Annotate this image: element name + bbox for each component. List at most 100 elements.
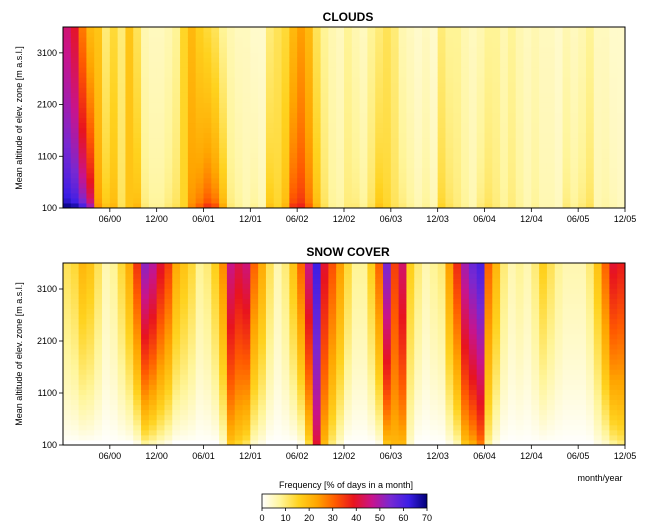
heatmap-cell bbox=[63, 328, 72, 335]
heatmap-cell bbox=[476, 187, 485, 194]
heatmap-cell bbox=[273, 197, 283, 204]
heatmap-cell bbox=[570, 102, 579, 108]
heatmap-cell bbox=[312, 187, 322, 194]
heatmap-cell bbox=[468, 429, 478, 436]
heatmap-cell bbox=[445, 323, 454, 330]
heatmap-cell bbox=[617, 92, 626, 98]
heatmap-cell bbox=[523, 298, 532, 304]
heatmap-cell bbox=[570, 354, 579, 360]
heatmap-cell bbox=[601, 142, 610, 149]
heatmap-cell bbox=[406, 132, 415, 139]
heatmap-cell bbox=[265, 77, 275, 83]
heatmap-cell bbox=[406, 172, 415, 179]
heatmap-cell bbox=[109, 384, 119, 390]
heatmap-cell bbox=[546, 293, 556, 299]
heatmap-cell bbox=[328, 147, 337, 154]
heatmap-cell bbox=[554, 82, 564, 88]
heatmap-cell bbox=[148, 187, 158, 194]
heatmap-cell bbox=[500, 429, 509, 436]
heatmap-cell bbox=[172, 404, 181, 411]
heatmap-cell bbox=[500, 112, 509, 118]
heatmap-cell bbox=[429, 439, 439, 446]
heatmap-cell bbox=[78, 32, 87, 38]
heatmap-cell bbox=[500, 157, 509, 164]
heatmap-cell bbox=[156, 333, 165, 340]
heatmap-cell bbox=[492, 308, 501, 315]
heatmap-cell bbox=[78, 308, 87, 315]
heatmap-cell bbox=[195, 343, 204, 350]
heatmap-cell bbox=[289, 293, 298, 299]
heatmap-cell bbox=[507, 374, 517, 380]
heatmap-cell bbox=[375, 318, 384, 325]
heatmap-cell bbox=[203, 404, 212, 411]
heatmap-cell bbox=[406, 429, 415, 436]
heatmap-cell bbox=[141, 142, 150, 149]
heatmap-cell bbox=[102, 192, 111, 199]
heatmap-cell bbox=[203, 328, 212, 335]
heatmap-cell bbox=[390, 328, 400, 335]
heatmap-cell bbox=[273, 87, 283, 93]
heatmap-cell bbox=[211, 142, 220, 149]
heatmap-cell bbox=[141, 414, 150, 421]
heatmap-cell bbox=[578, 82, 587, 88]
heatmap-cell bbox=[539, 157, 548, 164]
heatmap-cell bbox=[617, 107, 626, 113]
heatmap-cell bbox=[328, 82, 337, 88]
heatmap-cell bbox=[94, 97, 103, 103]
heatmap-cell bbox=[336, 162, 345, 169]
heatmap-cell bbox=[281, 313, 290, 320]
heatmap-cell bbox=[219, 52, 228, 58]
heatmap-cell bbox=[375, 197, 384, 204]
heatmap-cell bbox=[219, 77, 228, 83]
heatmap-cell bbox=[102, 273, 111, 279]
heatmap-cell bbox=[250, 379, 259, 385]
heatmap-cell bbox=[219, 187, 228, 194]
heatmap-cell bbox=[422, 92, 431, 98]
heatmap-cell bbox=[320, 37, 329, 43]
heatmap-cell bbox=[195, 32, 204, 38]
heatmap-cell bbox=[297, 127, 306, 134]
heatmap-cell bbox=[554, 389, 564, 395]
heatmap-cell bbox=[86, 62, 95, 68]
heatmap-cell bbox=[187, 102, 197, 108]
heatmap-cell bbox=[461, 343, 470, 350]
heatmap-cell bbox=[63, 318, 72, 325]
heatmap-cell bbox=[133, 87, 142, 93]
heatmap-cell bbox=[250, 32, 259, 38]
heatmap-cell bbox=[117, 268, 126, 274]
heatmap-cell bbox=[63, 127, 72, 134]
heatmap-cell bbox=[148, 57, 158, 63]
heatmap-cell bbox=[390, 197, 400, 204]
heatmap-cell bbox=[351, 147, 361, 154]
heatmap-cell bbox=[351, 102, 361, 108]
heatmap-cell bbox=[515, 359, 525, 365]
heatmap-cell bbox=[125, 182, 134, 189]
heatmap-cell bbox=[578, 47, 587, 53]
heatmap-cell bbox=[383, 97, 392, 103]
heatmap-cell bbox=[484, 122, 493, 129]
heatmap-cell bbox=[476, 374, 485, 380]
heatmap-cell bbox=[109, 92, 119, 98]
heatmap-cell bbox=[437, 323, 446, 330]
heatmap-cell bbox=[336, 354, 345, 360]
heatmap-cell bbox=[250, 52, 259, 58]
heatmap-cell bbox=[359, 429, 368, 436]
heatmap-cell bbox=[242, 328, 251, 335]
heatmap-cell bbox=[328, 394, 337, 400]
heatmap-cell bbox=[70, 57, 80, 63]
heatmap-cell bbox=[211, 303, 220, 309]
heatmap-cell bbox=[539, 409, 548, 416]
heatmap-cell bbox=[429, 92, 439, 98]
heatmap-cell bbox=[406, 107, 415, 113]
heatmap-cell bbox=[601, 67, 610, 73]
heatmap-cell bbox=[523, 394, 532, 400]
heatmap-cell bbox=[156, 32, 165, 38]
heatmap-cell bbox=[445, 32, 454, 38]
heatmap-cell bbox=[242, 278, 251, 284]
heatmap-cell bbox=[226, 273, 236, 279]
heatmap-cell bbox=[258, 77, 267, 83]
heatmap-cell bbox=[312, 308, 322, 315]
heatmap-cell bbox=[312, 384, 322, 390]
heatmap-cell bbox=[281, 52, 290, 58]
